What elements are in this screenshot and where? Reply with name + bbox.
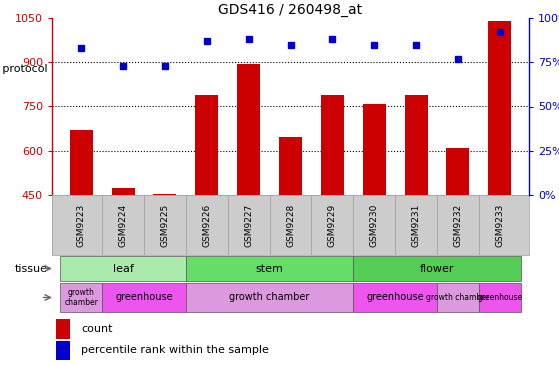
Text: greenhouse: greenhouse xyxy=(115,292,173,303)
Bar xyxy=(186,283,353,312)
Text: growth
chamber: growth chamber xyxy=(64,288,98,307)
Text: GSM9223: GSM9223 xyxy=(77,203,86,247)
Text: growth protocol: growth protocol xyxy=(0,63,48,74)
Bar xyxy=(60,283,102,312)
Bar xyxy=(437,283,479,312)
Text: leaf: leaf xyxy=(113,264,134,273)
Text: growth chamber: growth chamber xyxy=(427,293,490,302)
Text: GSM9224: GSM9224 xyxy=(119,203,127,247)
Bar xyxy=(479,283,520,312)
Text: GSM9228: GSM9228 xyxy=(286,203,295,247)
Text: greenhouse: greenhouse xyxy=(477,293,522,302)
Text: GSM9230: GSM9230 xyxy=(369,203,378,247)
Bar xyxy=(353,255,520,281)
Title: GDS416 / 260498_at: GDS416 / 260498_at xyxy=(219,3,363,17)
Bar xyxy=(237,64,260,195)
Text: GSM9229: GSM9229 xyxy=(328,203,337,247)
Text: percentile rank within the sample: percentile rank within the sample xyxy=(81,345,269,355)
Bar xyxy=(56,319,70,339)
Bar xyxy=(112,188,135,195)
Bar xyxy=(405,95,428,195)
Bar xyxy=(363,104,386,195)
Text: tissue: tissue xyxy=(15,264,48,273)
Bar xyxy=(488,21,511,195)
Bar xyxy=(321,95,344,195)
Text: GSM9225: GSM9225 xyxy=(160,203,169,247)
Text: count: count xyxy=(81,324,112,334)
Bar xyxy=(60,255,186,281)
Text: GSM9226: GSM9226 xyxy=(202,203,211,247)
Text: GSM9227: GSM9227 xyxy=(244,203,253,247)
Bar xyxy=(56,341,70,360)
Text: growth chamber: growth chamber xyxy=(229,292,310,303)
Bar xyxy=(186,255,353,281)
Bar xyxy=(195,95,219,195)
Text: stem: stem xyxy=(255,264,283,273)
Text: GSM9232: GSM9232 xyxy=(453,203,462,247)
Text: greenhouse: greenhouse xyxy=(366,292,424,303)
Bar xyxy=(154,194,177,195)
Bar xyxy=(353,283,437,312)
Bar xyxy=(279,138,302,195)
Text: GSM9231: GSM9231 xyxy=(411,203,420,247)
Bar xyxy=(70,130,93,195)
Text: GSM9233: GSM9233 xyxy=(495,203,504,247)
Bar xyxy=(447,148,470,195)
Text: flower: flower xyxy=(420,264,454,273)
Bar xyxy=(102,283,186,312)
